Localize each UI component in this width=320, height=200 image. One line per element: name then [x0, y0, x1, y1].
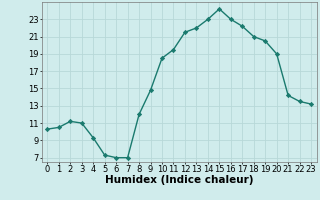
X-axis label: Humidex (Indice chaleur): Humidex (Indice chaleur) [105, 175, 253, 185]
